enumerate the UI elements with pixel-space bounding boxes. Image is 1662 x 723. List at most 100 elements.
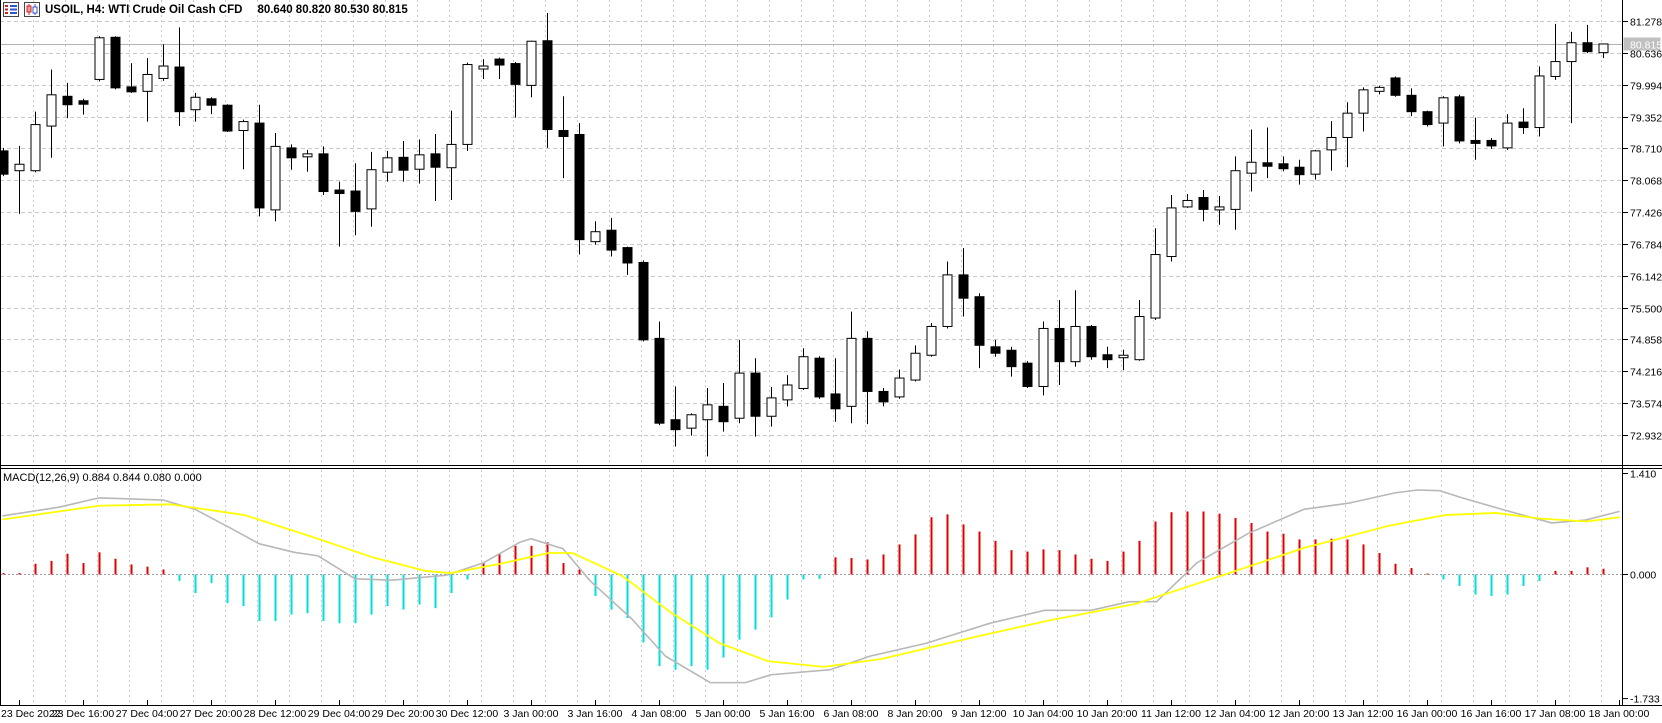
- price-axis-label: 75.500: [1630, 304, 1662, 316]
- candle-bullish: [1134, 316, 1145, 361]
- candle-bullish: [1326, 136, 1337, 151]
- time-axis-label: 6 Jan 08:00: [824, 708, 879, 720]
- price-axis-label: 74.858: [1630, 335, 1662, 347]
- candle-bearish: [862, 337, 873, 392]
- current-price-box: [1623, 37, 1661, 51]
- candle-bearish: [1406, 94, 1417, 113]
- candle-bullish: [382, 157, 393, 173]
- candle-bearish: [1454, 96, 1465, 142]
- candle-bearish: [1470, 139, 1481, 144]
- candle-bearish: [622, 247, 633, 264]
- candle-bearish: [1022, 362, 1033, 387]
- candle-bullish: [1374, 86, 1385, 92]
- time-axis-label: 13 Jan 12:00: [1333, 708, 1394, 720]
- candle-bearish: [78, 100, 89, 105]
- time-axis-drag-zone[interactable]: [0, 706, 1662, 723]
- candle-bearish: [494, 58, 505, 66]
- time-axis-label: 27 Dec 04:00: [116, 708, 179, 720]
- candle-bullish: [894, 377, 905, 398]
- macd-axis-label: 0.000: [1630, 570, 1656, 582]
- candle-bearish: [318, 153, 329, 193]
- time-axis-label: 5 Jan 16:00: [760, 708, 815, 720]
- macd-axis-label: 1.410: [1630, 469, 1656, 481]
- candle-bearish: [814, 357, 825, 398]
- candle-bearish: [1518, 121, 1529, 129]
- candle-bullish: [782, 384, 793, 401]
- candle-bearish: [1006, 349, 1017, 368]
- time-axis-label: 18 Jan 00:00: [1589, 708, 1650, 720]
- candle-bearish: [558, 130, 569, 137]
- candle-bearish: [222, 104, 233, 132]
- candle-bullish: [1182, 199, 1193, 208]
- candle-bearish: [1582, 42, 1593, 53]
- candle-bullish: [702, 404, 713, 421]
- price-axis-drag-zone[interactable]: [1623, 0, 1662, 705]
- candle-bullish: [446, 143, 457, 169]
- time-axis-label: 17 Jan 08:00: [1525, 708, 1586, 720]
- price-axis-label: 76.784: [1630, 240, 1662, 252]
- candle-bullish: [1566, 42, 1577, 63]
- candle-bullish: [1214, 206, 1225, 211]
- price-axis-label: 76.142: [1630, 272, 1662, 284]
- candle-bearish: [1102, 354, 1113, 361]
- time-axis-label: 27 Dec 20:00: [180, 708, 243, 720]
- candle-bearish: [334, 189, 345, 195]
- candle-bullish: [1230, 170, 1241, 210]
- candle-bearish: [1054, 327, 1065, 363]
- candle-bullish: [366, 169, 377, 210]
- candle-bullish: [1502, 122, 1513, 149]
- current-price-box-label: 80.815: [1630, 40, 1662, 52]
- candle-bullish: [1550, 61, 1561, 77]
- candle-bearish: [958, 274, 969, 299]
- price-axis-label: 74.216: [1630, 367, 1662, 379]
- time-axis-label: 3 Jan 16:00: [568, 708, 623, 720]
- time-axis-label: 12 Jan 20:00: [1269, 708, 1330, 720]
- candle-bullish: [1310, 150, 1321, 175]
- candle-bearish: [0, 150, 9, 175]
- price-axis-label: 79.352: [1630, 113, 1662, 125]
- time-axis-label: 9 Jan 12:00: [952, 708, 1007, 720]
- candle-bearish: [878, 390, 889, 403]
- candle-bullish: [14, 163, 25, 172]
- candle-bullish: [94, 37, 105, 80]
- candle-bearish: [1390, 77, 1401, 96]
- candle-bearish: [542, 40, 553, 131]
- quotes-list-icon: [3, 2, 19, 17]
- price-axis-label: 78.710: [1630, 144, 1662, 156]
- candle-bearish: [574, 133, 585, 241]
- candle-bullish: [478, 65, 489, 70]
- candlestick-chart-icon: [24, 2, 40, 17]
- candle-bearish: [1086, 325, 1097, 358]
- macd-signal-line: [2, 503, 1620, 668]
- candle-bearish: [62, 95, 73, 106]
- candle-bullish: [1598, 43, 1609, 54]
- candle-bearish: [1262, 162, 1273, 167]
- candle-bearish: [974, 296, 985, 346]
- candle-bearish: [110, 36, 121, 89]
- time-axis-label: 3 Jan 00:00: [504, 708, 559, 720]
- candle-bullish: [734, 372, 745, 419]
- candle-bearish: [1278, 163, 1289, 170]
- time-axis-label: 10 Jan 04:00: [1013, 708, 1074, 720]
- time-axis-label: 29 Dec 20:00: [372, 708, 435, 720]
- candle-bearish: [990, 346, 1001, 354]
- candle-bearish: [1486, 139, 1497, 147]
- candle-bearish: [398, 156, 409, 171]
- candle-bullish: [686, 414, 697, 429]
- chart-header: USOIL, H4: WTI Crude Oil Cash CFD 80.640…: [3, 2, 408, 17]
- ohlc-values: 80.640 80.820 80.530 80.815: [257, 3, 408, 16]
- candle-bearish: [1294, 166, 1305, 176]
- candle-bullish: [798, 356, 809, 389]
- macd-axis-label: -1.733: [1630, 694, 1660, 706]
- candle-bearish: [174, 66, 185, 113]
- candle-bearish: [830, 393, 841, 410]
- candle-bullish: [30, 124, 41, 172]
- time-axis-label: 4 Jan 08:00: [632, 708, 687, 720]
- candle-bearish: [718, 405, 729, 423]
- time-axis-label: 23 Dec 16:00: [52, 708, 115, 720]
- candle-bullish: [526, 40, 537, 86]
- candle-bearish: [654, 337, 665, 424]
- candle-bullish: [1358, 89, 1369, 114]
